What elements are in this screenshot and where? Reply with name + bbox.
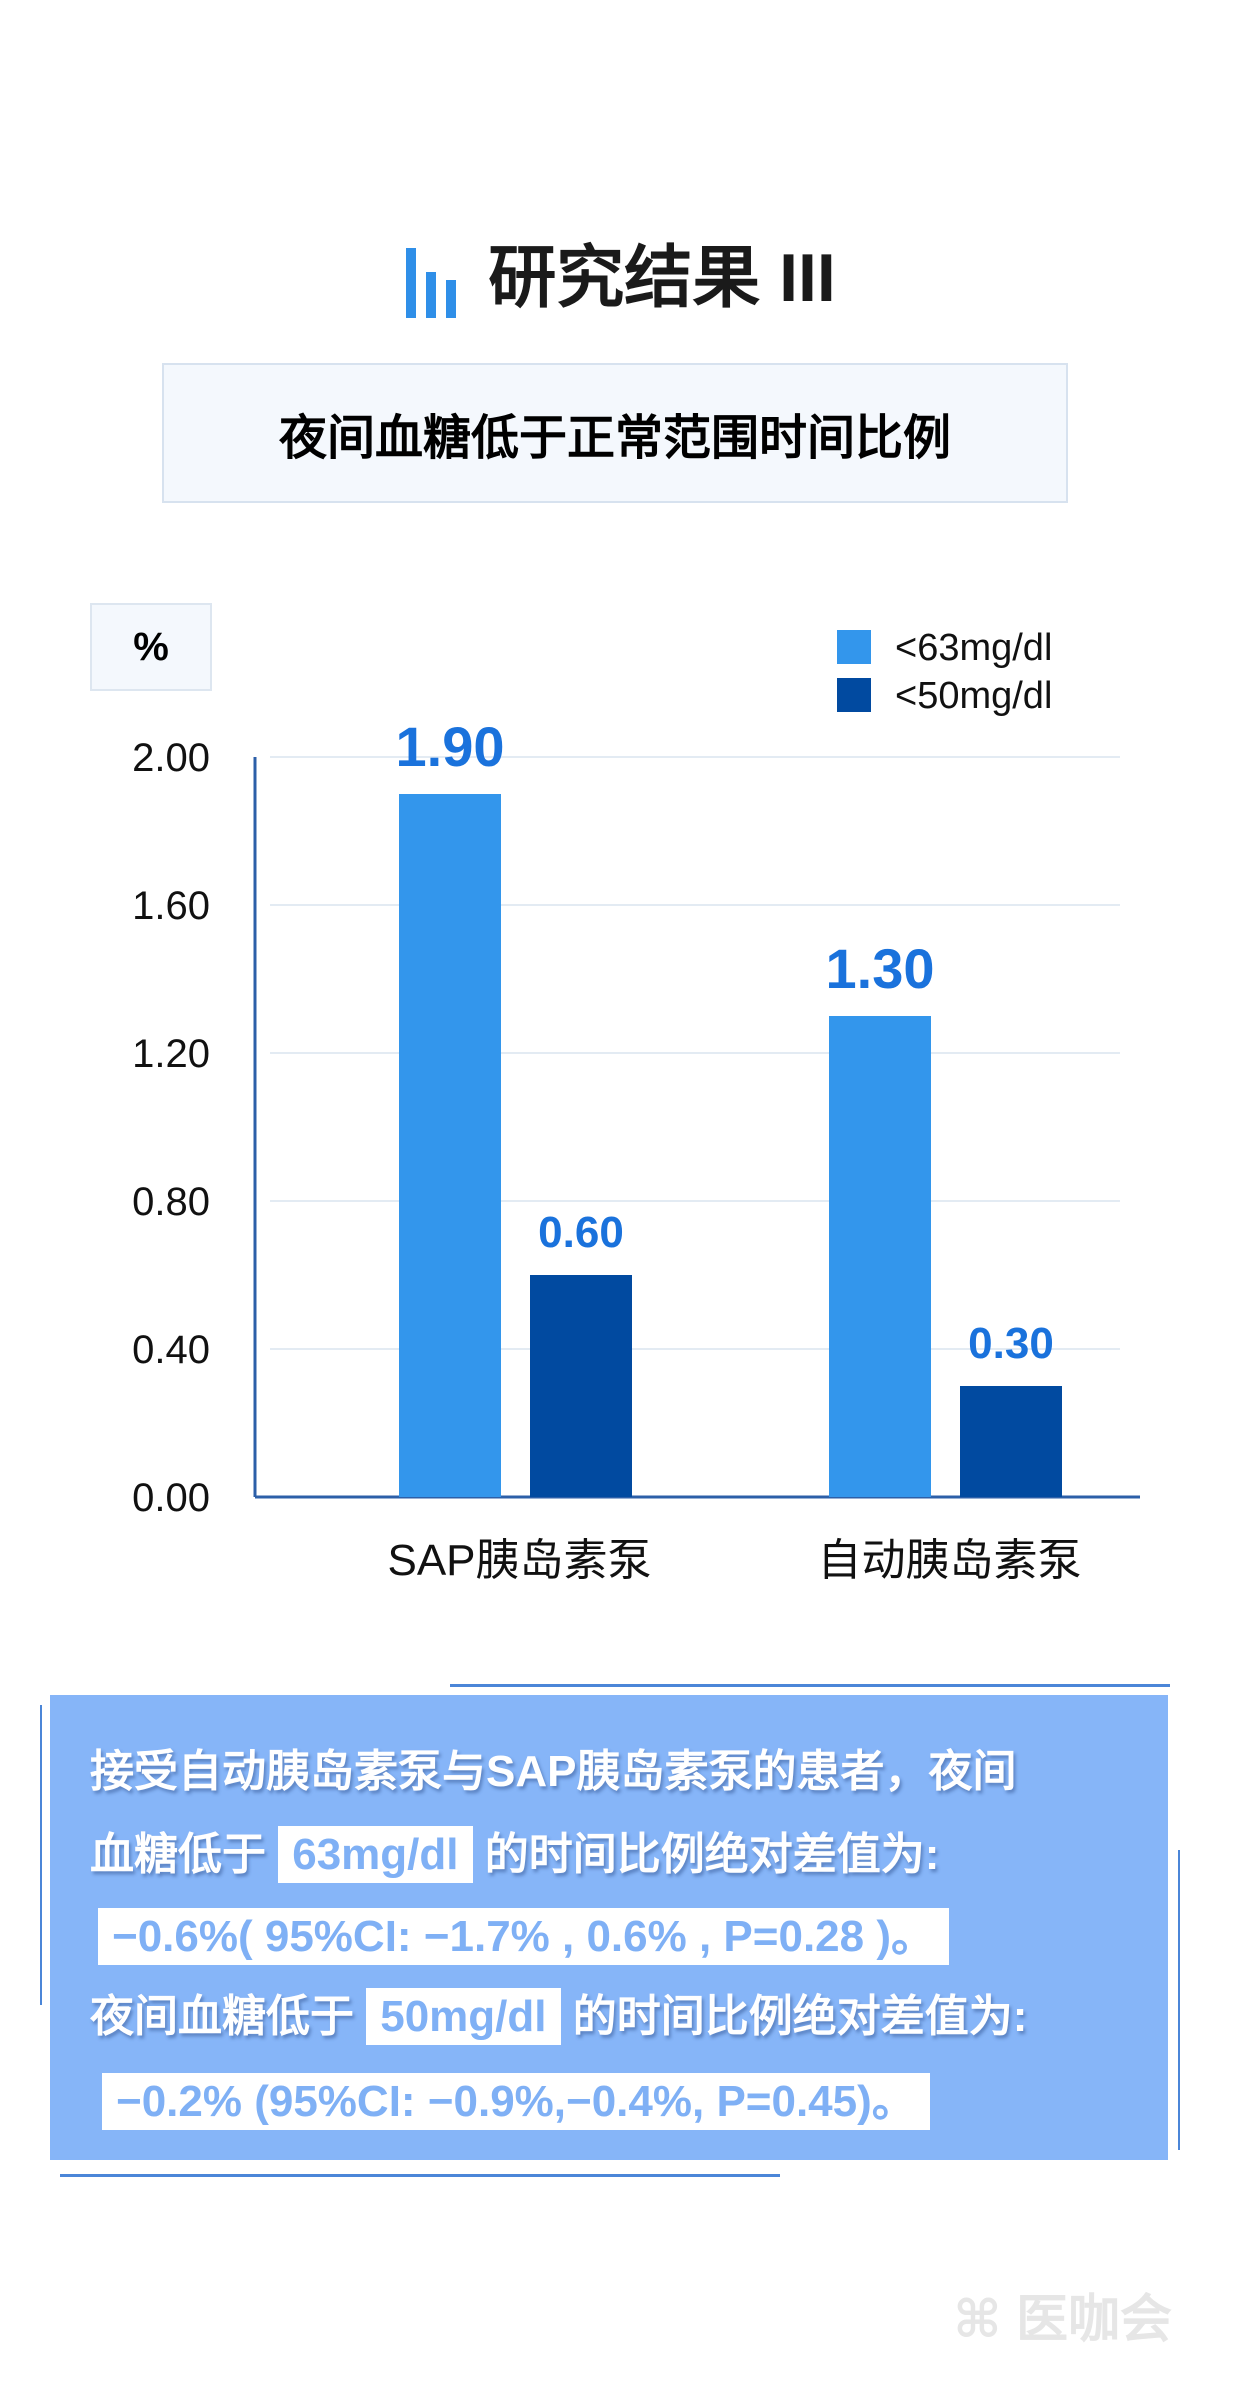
frame-line-top <box>450 1684 1170 1687</box>
chart-subtitle: 夜间血糖低于正常范围时间比例 <box>162 363 1068 503</box>
legend-swatch <box>837 678 871 712</box>
summary-line-4: 夜间血糖低于 50mg/dl 的时间比例绝对差值为: <box>90 1980 1028 2045</box>
y-tick-label: 0.80 <box>132 1180 210 1224</box>
result-63: −0.6%( 95%CI: −1.7% , 0.6% , P=0.28 )。 <box>98 1908 949 1965</box>
category-label: 自动胰岛素泵 <box>818 1536 1082 1585</box>
data-label: 0.30 <box>968 1319 1054 1368</box>
category-label: SAP胰岛素泵 <box>387 1536 651 1585</box>
bar-chart-icon <box>406 248 458 319</box>
bar <box>829 1016 931 1497</box>
page-title: 研究结果 III <box>0 222 1242 321</box>
text: 的时间比例绝对差值为: <box>484 1830 940 1879</box>
bar <box>399 794 501 1497</box>
bar <box>960 1386 1062 1497</box>
summary-line-2: 血糖低于 63mg/dl 的时间比例绝对差值为: <box>90 1818 940 1883</box>
frame-line-bottom <box>60 2174 780 2177</box>
y-tick-label: 1.60 <box>132 884 210 928</box>
summary-line-1: 接受自动胰岛素泵与SAP胰岛素泵的患者，夜间 <box>90 1747 1017 1796</box>
legend-label: <63mg/dl <box>895 627 1052 669</box>
text: 夜间血糖低于 <box>90 1992 354 2041</box>
title-text: 研究结果 III <box>488 240 836 316</box>
bar-chart: 0.00 0.40 0.80 1.20 1.60 2.00 1.90 0.60 SAP胰岛素泵 1… <box>132 627 1140 1585</box>
y-tick-label: 0.40 <box>132 1328 210 1372</box>
summary-box: 接受自动胰岛素泵与SAP胰岛素泵的患者，夜间 血糖低于 63mg/dl 的时间比… <box>50 1695 1168 2160</box>
y-tick-label: 0.00 <box>132 1476 210 1520</box>
y-unit-label: % <box>90 603 212 691</box>
frame-line-left <box>40 1705 42 2005</box>
text: 血糖低于 <box>90 1830 266 1879</box>
data-label: 1.90 <box>396 715 505 778</box>
frame-line-right <box>1178 1850 1180 2150</box>
highlight-63: 63mg/dl <box>278 1826 473 1883</box>
bar <box>530 1275 632 1497</box>
y-tick-label: 2.00 <box>132 736 210 780</box>
summary-line-3: −0.6%( 95%CI: −1.7% , 0.6% , P=0.28 )。 <box>98 1900 949 1965</box>
legend-swatch <box>837 630 871 664</box>
data-label: 1.30 <box>826 937 935 1000</box>
data-label: 0.60 <box>538 1208 624 1257</box>
summary-line-5: −0.2% (95%CI: −0.9%,−0.4%, P=0.45)。 <box>102 2065 930 2130</box>
y-tick-label: 1.20 <box>132 1032 210 1076</box>
watermark-logo: ⌘ 医咖会 <box>953 2291 1172 2349</box>
highlight-50: 50mg/dl <box>366 1988 561 2045</box>
result-50: −0.2% (95%CI: −0.9%,−0.4%, P=0.45)。 <box>102 2073 930 2130</box>
text: 的时间比例绝对差值为: <box>572 1992 1028 2041</box>
legend-label: <50mg/dl <box>895 675 1052 717</box>
